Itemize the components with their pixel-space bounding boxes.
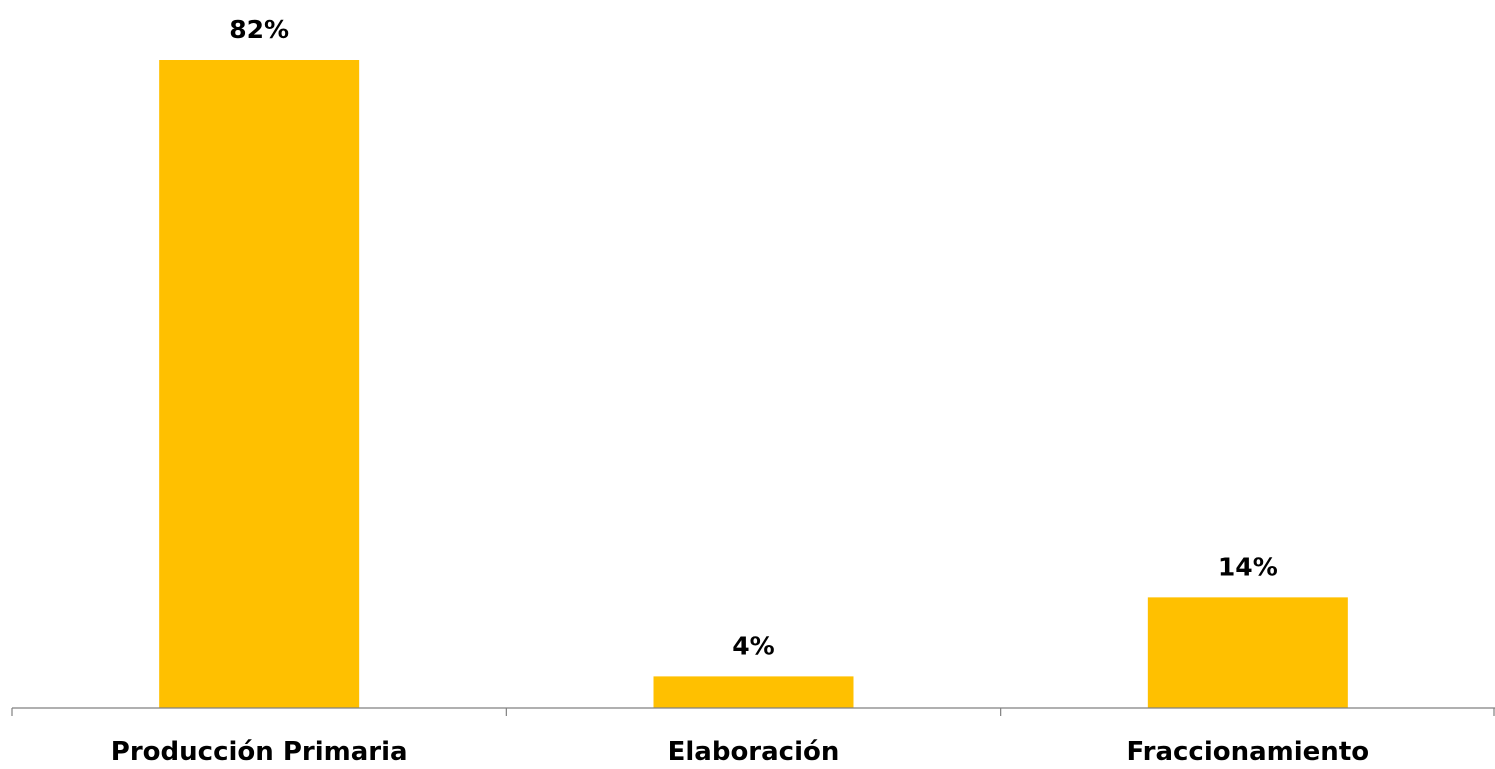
tick-label-produccion-primaria: Producción Primaria <box>111 737 408 767</box>
x-axis: Producción Primaria Elaboración Fraccionam… <box>11 707 1495 767</box>
x-axis-ticks <box>11 708 1495 716</box>
tick-label-fraccionamiento: Fraccionamiento <box>1127 737 1370 767</box>
data-labels-group: 82% 4% 14% <box>229 15 1278 660</box>
data-label-produccion-primaria: 82% <box>229 15 289 44</box>
bar-produccion-primaria <box>159 60 360 708</box>
tick-label-elaboracion: Elaboración <box>668 737 840 767</box>
bars-group <box>159 60 1348 708</box>
bar-fraccionamiento <box>1147 597 1348 708</box>
x-axis-tick-labels: Producción Primaria Elaboración Fraccionam… <box>111 737 1369 767</box>
data-label-elaboracion: 4% <box>732 631 774 660</box>
data-label-fraccionamiento: 14% <box>1218 552 1278 581</box>
bar-elaboracion <box>653 676 854 708</box>
